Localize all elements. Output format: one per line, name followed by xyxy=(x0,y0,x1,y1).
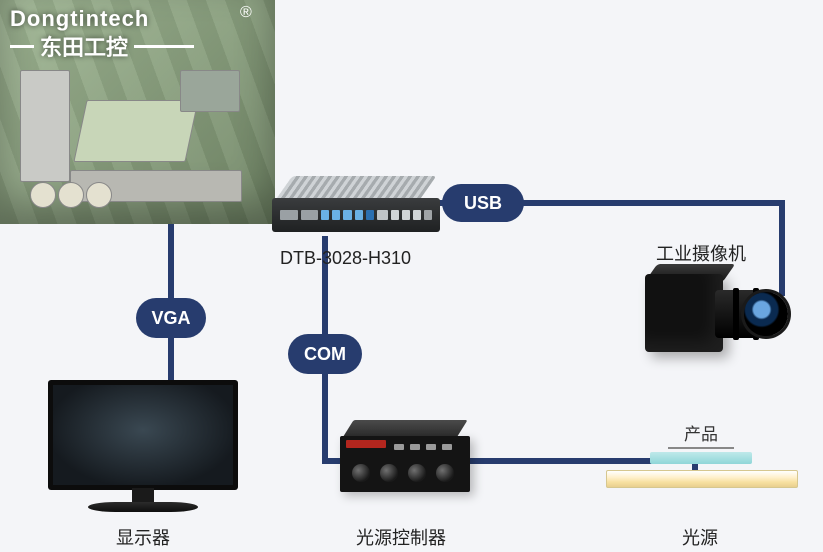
monitor-label: 显示器 xyxy=(116,524,170,550)
camera-lens-icon xyxy=(744,292,788,336)
vga-label: VGA xyxy=(136,298,206,338)
registered-icon: ® xyxy=(240,4,252,22)
brand-logo-en: Dongtintech xyxy=(10,6,194,32)
light-controller-label: 光源控制器 xyxy=(356,524,446,550)
industrial-camera-label: 工业摄像机 xyxy=(656,240,746,266)
product-label: 产品 xyxy=(668,420,734,449)
product-sample xyxy=(650,452,752,464)
com-label: COM xyxy=(288,334,362,374)
brand-logo-cn: 东田工控 xyxy=(10,30,194,62)
industrial-camera xyxy=(645,264,780,364)
industrial-pc xyxy=(272,176,440,236)
light-bar xyxy=(606,470,798,488)
machinery-illustration xyxy=(20,70,250,210)
brand-logo: Dongtintech 东田工控 xyxy=(10,6,194,62)
factory-photo: Dongtintech 东田工控 ® xyxy=(0,0,275,224)
light-controller xyxy=(340,420,470,494)
light-source-label: 光源 xyxy=(682,524,718,550)
light-source: 产品 xyxy=(606,420,796,500)
monitor xyxy=(48,380,238,520)
industrial-pc-label: DTB-3028-H310 xyxy=(280,248,411,269)
diagram-canvas: USB VGA COM Dongtintech 东田工控 ® DTB xyxy=(0,0,823,552)
usb-label: USB xyxy=(442,184,524,222)
